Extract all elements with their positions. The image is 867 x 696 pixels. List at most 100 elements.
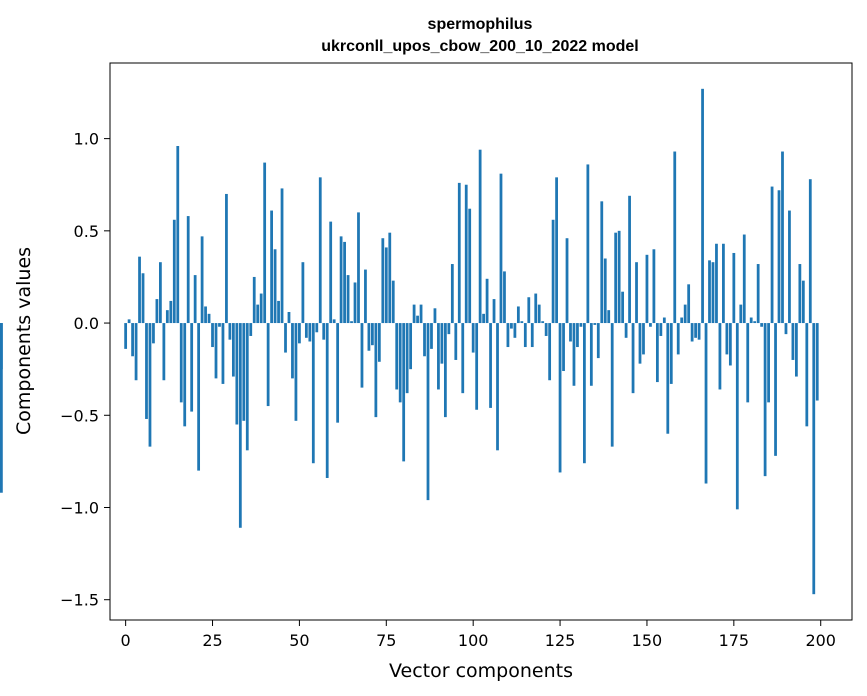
bar [221,323,225,384]
bar [596,323,600,359]
bar [447,323,451,335]
bar [186,216,190,324]
bar [353,282,357,324]
bar [513,323,517,338]
bar [516,306,520,324]
bar [127,319,131,324]
bar [228,323,232,340]
y-tick-label: −1.5 [60,591,99,610]
bar [812,323,816,595]
x-tick-label: 25 [202,631,222,650]
bar [569,323,572,342]
bar [367,323,371,351]
bar [183,323,187,427]
x-tick-label: 75 [376,631,396,650]
bar [565,238,569,324]
bar [652,249,656,324]
bar [468,208,472,324]
bar [784,323,788,335]
bar [499,173,503,324]
bar [259,293,263,324]
bar [423,323,426,357]
bar [673,151,677,324]
y-axis-label: Components values [13,247,35,435]
bar [732,252,736,324]
bar [374,323,378,418]
plot-frame [109,62,853,621]
x-tick-label: 125 [545,631,576,650]
bar [537,304,541,324]
bar [381,238,385,324]
bar [134,323,138,381]
bar [148,323,152,447]
bar [558,323,562,473]
x-tick-label: 50 [289,631,309,650]
bar [593,323,597,325]
bar [711,262,715,324]
bar [204,306,207,324]
bar [781,151,784,324]
bar [138,256,141,324]
bar [506,323,510,348]
y-tick-label: 0.5 [74,222,99,241]
bar [589,323,593,386]
bar [645,254,649,324]
bar [364,269,367,324]
bar [579,323,583,327]
bar [443,323,447,418]
y-axis-ticks: 1.0 0.5 0.0 −0.5 −1.0 −1.5 [60,130,110,610]
bar [607,310,611,324]
bar [450,264,454,324]
bar [715,243,718,324]
bar [266,323,270,407]
bar [742,234,746,324]
y-tick-label: 1.0 [74,130,99,149]
bar [485,278,489,324]
bar [371,323,374,346]
bar [311,323,315,464]
bar [687,284,691,324]
bar [478,149,482,324]
bar [238,323,242,528]
bar [544,323,548,336]
bar [155,299,159,324]
bar [162,323,166,381]
bar [395,323,399,390]
bar [475,323,479,410]
bar [179,323,183,403]
bar [600,201,604,324]
bar [339,236,343,324]
bar [649,323,652,327]
bar [562,323,565,372]
x-tick-label: 200 [805,631,836,650]
bar [433,308,437,324]
bar [193,275,197,324]
bar [315,323,319,333]
bar [207,313,211,324]
bar [440,323,444,364]
bar [683,304,687,324]
bar [642,323,645,355]
bar [329,221,333,324]
bar [541,321,545,324]
bar [419,304,423,324]
bar [690,323,694,342]
bar [169,300,173,324]
bar [461,323,465,394]
bar [284,323,287,353]
bar [152,323,155,344]
bar [270,210,273,324]
x-axis-ticks: 0 25 50 75 100 125 150 175 200 [121,620,836,650]
x-tick-label: 150 [632,631,663,650]
bar [739,304,743,324]
bar [722,243,725,324]
bar [308,323,312,342]
bar [218,323,221,327]
bar [287,311,291,324]
bar [808,179,812,324]
bar [628,195,631,324]
bar [669,323,673,384]
bar [527,297,531,324]
bar [343,241,346,324]
bar [718,323,722,390]
